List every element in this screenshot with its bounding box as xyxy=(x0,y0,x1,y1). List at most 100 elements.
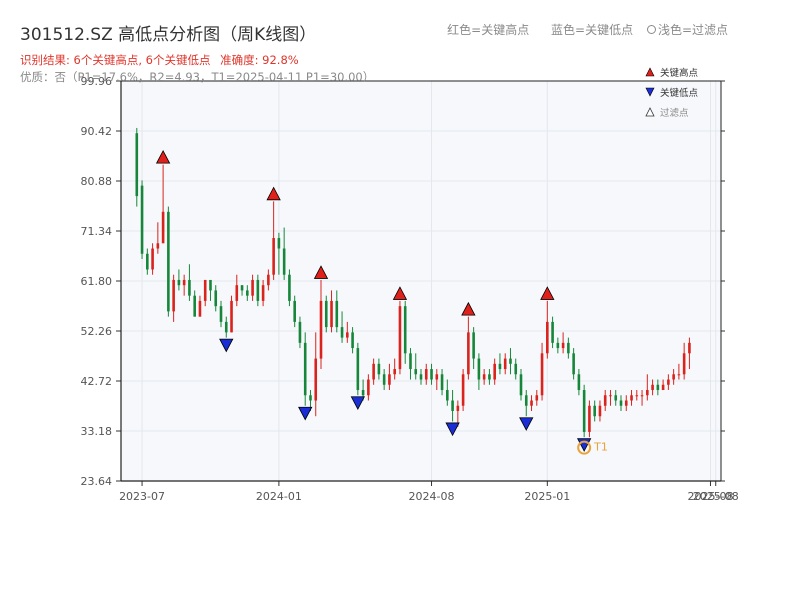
result-summary: 识别结果: 6个关键高点, 6个关键低点 准确度: 92.8% xyxy=(20,52,299,68)
candle-body xyxy=(361,390,365,396)
key-low-marker xyxy=(298,406,313,421)
candle xyxy=(140,180,144,259)
candle-body xyxy=(461,374,465,406)
candle xyxy=(672,369,675,385)
candle xyxy=(677,363,681,380)
candle xyxy=(172,274,175,322)
y-tick-label: 33.18 xyxy=(81,425,113,438)
candle xyxy=(288,269,291,307)
candle xyxy=(146,248,149,275)
candle xyxy=(188,264,191,301)
candle-body xyxy=(219,306,223,322)
candle-body xyxy=(593,405,596,417)
candle-body xyxy=(224,321,228,333)
candle xyxy=(519,369,523,401)
candle-body xyxy=(482,374,486,380)
candle-body xyxy=(640,395,644,397)
candle xyxy=(214,285,218,312)
candle-body xyxy=(382,374,386,385)
candle xyxy=(351,327,354,354)
candle-body xyxy=(530,400,533,406)
candle-body xyxy=(214,290,218,307)
candle-body xyxy=(682,353,686,375)
candle-body xyxy=(624,400,628,406)
candle xyxy=(593,400,596,422)
key-high-marker xyxy=(461,301,476,316)
candle xyxy=(509,348,512,375)
candle xyxy=(161,164,165,244)
candle xyxy=(472,327,475,370)
candle-body xyxy=(646,390,649,396)
candle xyxy=(440,369,444,396)
candle-body xyxy=(314,358,318,401)
candle xyxy=(246,285,249,301)
candle-body xyxy=(267,274,270,286)
candle-body xyxy=(656,384,660,391)
x-tick-label: 2025-08 xyxy=(693,490,739,503)
candle xyxy=(367,374,370,401)
candle-body xyxy=(661,384,665,391)
candle xyxy=(303,332,307,406)
candle xyxy=(251,274,254,301)
candle xyxy=(177,269,181,291)
candle-body xyxy=(151,248,154,270)
candle-body xyxy=(398,306,402,370)
candle-body xyxy=(635,395,639,397)
candle-body xyxy=(235,285,239,301)
candle xyxy=(546,300,549,359)
candle xyxy=(393,358,396,380)
chart-title: 301512.SZ 高低点分析图（周K线图） xyxy=(20,25,317,45)
candle xyxy=(467,316,470,380)
candle-body xyxy=(535,395,539,401)
candle-body xyxy=(293,300,296,322)
x-tick-label: 2025-01 xyxy=(524,490,570,503)
candle-body xyxy=(319,300,323,359)
candle xyxy=(377,358,381,380)
candle-body xyxy=(156,243,160,249)
candle xyxy=(567,337,570,359)
color-legend: 红色=关键高点 蓝色=关键低点 浅色=过滤点 xyxy=(429,21,728,38)
candle xyxy=(482,369,486,385)
key-high-marker xyxy=(313,265,329,279)
candle-body xyxy=(598,405,602,417)
candle-body xyxy=(556,342,560,349)
candle xyxy=(577,369,581,396)
candle-body xyxy=(209,279,212,291)
candle xyxy=(609,390,612,406)
candle-body xyxy=(298,321,302,343)
y-tick-label: 90.42 xyxy=(81,125,113,138)
y-tick-label: 23.64 xyxy=(81,475,113,488)
candle xyxy=(598,400,602,422)
candle xyxy=(409,348,412,380)
candle-body xyxy=(614,395,618,401)
key-low-marker xyxy=(219,338,234,353)
candle xyxy=(330,290,333,333)
candle xyxy=(398,300,402,375)
candle xyxy=(640,390,644,406)
candle xyxy=(356,342,360,396)
candle-body xyxy=(630,395,633,401)
candle-body xyxy=(203,279,207,301)
candle-body xyxy=(251,279,254,296)
candle-body xyxy=(240,285,244,291)
candle-body xyxy=(414,369,418,375)
candle xyxy=(477,353,481,391)
candle xyxy=(503,353,507,375)
candle-body xyxy=(540,353,544,396)
legend-item: 关键高点 xyxy=(645,67,699,79)
legend-filtered-icon xyxy=(645,107,655,117)
key-high-marker xyxy=(540,286,555,300)
candle-body xyxy=(140,185,144,254)
candle xyxy=(488,369,491,385)
candle-body xyxy=(303,342,307,396)
candle-body xyxy=(146,253,149,270)
candle xyxy=(419,369,423,385)
candle-body xyxy=(688,342,691,354)
candle-body xyxy=(277,238,281,249)
candle-body xyxy=(172,279,175,312)
candle xyxy=(688,337,691,370)
candle-body xyxy=(188,279,191,296)
candle-body xyxy=(261,285,265,301)
candle-body xyxy=(567,342,570,354)
